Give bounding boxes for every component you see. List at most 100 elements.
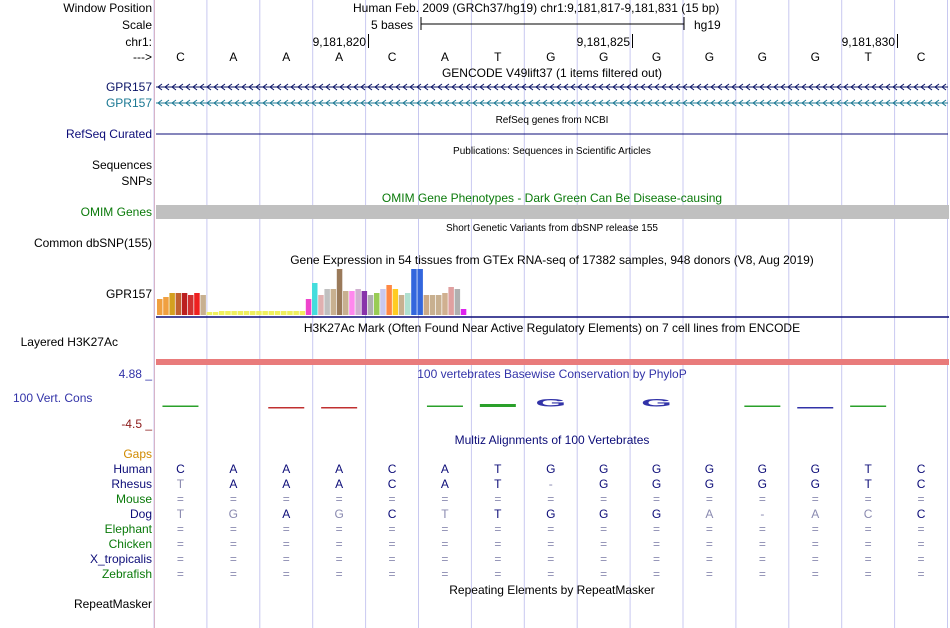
species-label[interactable]: Zebrafish (101, 567, 152, 581)
gtex-tissue-bar[interactable] (324, 289, 330, 315)
gtex-tissue-bar[interactable] (336, 269, 343, 315)
gtex-tissue-bar[interactable] (374, 293, 380, 315)
gtex-tissue-bar[interactable] (293, 311, 299, 315)
h3k27ac-track-label[interactable]: Layered H3K27Ac (20, 335, 118, 349)
alignment-base: T (494, 462, 502, 476)
omim-phenotype-bar[interactable] (156, 205, 949, 219)
gtex-tissue-bar[interactable] (243, 311, 250, 315)
h3k27ac-signal[interactable] (156, 359, 949, 365)
gtex-tissue-bar[interactable] (299, 311, 306, 315)
gtex-tissue-bar[interactable] (163, 297, 169, 315)
species-label[interactable]: Elephant (104, 522, 152, 536)
alignment-base: = (917, 567, 925, 581)
species-label[interactable]: Dog (129, 507, 152, 521)
gencode-gene-label-2[interactable]: GPR157 (105, 96, 152, 110)
gtex-tissue-bar[interactable] (194, 293, 200, 315)
conservation-score-mark[interactable] (321, 407, 358, 409)
gtex-tissue-bar[interactable] (212, 312, 219, 315)
gtex-tissue-bar[interactable] (361, 291, 368, 315)
repeatmasker-track-label[interactable]: RepeatMasker (73, 597, 152, 611)
conservation-track-label[interactable]: 100 Vert. Cons (13, 391, 93, 405)
publications-sequences-label[interactable]: Sequences (91, 158, 152, 172)
conservation-score-mark[interactable] (426, 405, 463, 408)
gtex-tissue-bar[interactable] (380, 289, 386, 315)
alignment-base: C (387, 462, 397, 476)
refseq-track-label[interactable]: RefSeq Curated (65, 127, 152, 141)
conservation-score-mark[interactable] (268, 407, 305, 409)
gtex-tissue-bar[interactable] (206, 312, 213, 315)
gtex-tissue-bar[interactable] (181, 293, 188, 315)
omim-track-label[interactable]: OMIM Genes (80, 205, 152, 219)
gtex-track-label[interactable]: GPR157 (105, 287, 152, 301)
gtex-tissue-bar[interactable] (429, 295, 436, 315)
gtex-tissue-bar[interactable] (262, 311, 268, 315)
alignment-base: = (705, 492, 713, 506)
gtex-tissue-bar[interactable] (256, 311, 262, 315)
alignment-base: = (229, 522, 237, 536)
gtex-tissue-bar[interactable] (169, 293, 175, 315)
gtex-tissue-bar[interactable] (312, 283, 318, 315)
gtex-tissue-bar[interactable] (398, 295, 405, 315)
publications-snps-label[interactable]: SNPs (121, 174, 152, 188)
alignment-base: = (600, 522, 608, 536)
gtex-tissue-bar[interactable] (405, 293, 411, 315)
conservation-score-mark[interactable] (162, 405, 199, 408)
gtex-tissue-bar[interactable] (250, 311, 256, 315)
gtex-tissue-bar[interactable] (436, 295, 442, 315)
alignment-base: = (864, 522, 872, 536)
alignment-base: A (440, 477, 449, 491)
gtex-tissue-bar[interactable] (423, 295, 430, 315)
gtex-tissue-bar[interactable] (305, 299, 312, 315)
multiz-gaps-label[interactable]: Gaps (123, 447, 152, 461)
species-label[interactable]: Rhesus (111, 477, 152, 491)
gtex-tissue-bar[interactable] (349, 291, 355, 315)
conservation-score-mark[interactable] (797, 407, 834, 409)
species-label[interactable]: Human (113, 462, 152, 476)
gtex-tissue-bar[interactable] (448, 287, 454, 315)
alignment-base: = (917, 552, 925, 566)
gtex-tissue-bar[interactable] (281, 311, 287, 315)
gtex-tissue-bar[interactable] (219, 311, 225, 315)
alignment-base: G (651, 507, 662, 521)
conservation-score-mark[interactable] (744, 405, 781, 408)
gtex-tissue-bar[interactable] (237, 311, 244, 315)
gencode-gene-body-1[interactable] (156, 83, 948, 91)
dbsnp-track-label[interactable]: Common dbSNP(155) (33, 236, 152, 250)
gtex-tissue-bar[interactable] (231, 311, 237, 315)
gtex-tissue-bar[interactable] (188, 295, 194, 315)
species-label[interactable]: Chicken (108, 537, 152, 551)
gtex-tissue-bar[interactable] (367, 295, 374, 315)
gtex-tissue-bar[interactable] (274, 311, 281, 315)
gtex-tissue-bar[interactable] (460, 309, 467, 315)
gtex-tissue-bar[interactable] (200, 295, 206, 315)
gtex-tissue-bar[interactable] (411, 269, 417, 315)
gtex-tissue-bar[interactable] (454, 289, 461, 315)
species-label[interactable]: Mouse (115, 492, 152, 506)
alignment-base: = (758, 567, 766, 581)
conservation-score-mark[interactable] (850, 405, 887, 408)
gencode-gene-label-1[interactable]: GPR157 (105, 80, 152, 94)
gtex-tissue-bar[interactable] (287, 311, 293, 315)
gtex-tissue-bar[interactable] (442, 293, 448, 315)
gtex-tissue-bar[interactable] (386, 285, 392, 315)
gtex-tissue-bar[interactable] (175, 293, 182, 315)
alignment-base: = (494, 537, 502, 551)
gencode-gene-body-2[interactable] (156, 99, 948, 107)
gtex-tissue-bar[interactable] (157, 299, 163, 315)
gtex-tissue-bar[interactable] (268, 311, 275, 315)
gtex-tissue-bar[interactable] (343, 291, 349, 315)
gtex-tissue-bar[interactable] (330, 289, 337, 315)
gtex-tissue-bar[interactable] (392, 289, 399, 315)
alignment-base: = (282, 492, 290, 506)
gtex-expression-bars[interactable] (157, 269, 467, 315)
gtex-tissue-bar[interactable] (355, 289, 361, 315)
alignment-base: C (916, 462, 926, 476)
gtex-tissue-bar[interactable] (318, 295, 324, 315)
conservation-score-mark[interactable] (479, 404, 516, 407)
gtex-tissue-bar[interactable] (417, 269, 423, 315)
species-label[interactable]: X_tropicalis (89, 552, 152, 566)
gtex-tissue-bar[interactable] (225, 311, 231, 315)
conservation-logo-letter: G (641, 397, 672, 409)
